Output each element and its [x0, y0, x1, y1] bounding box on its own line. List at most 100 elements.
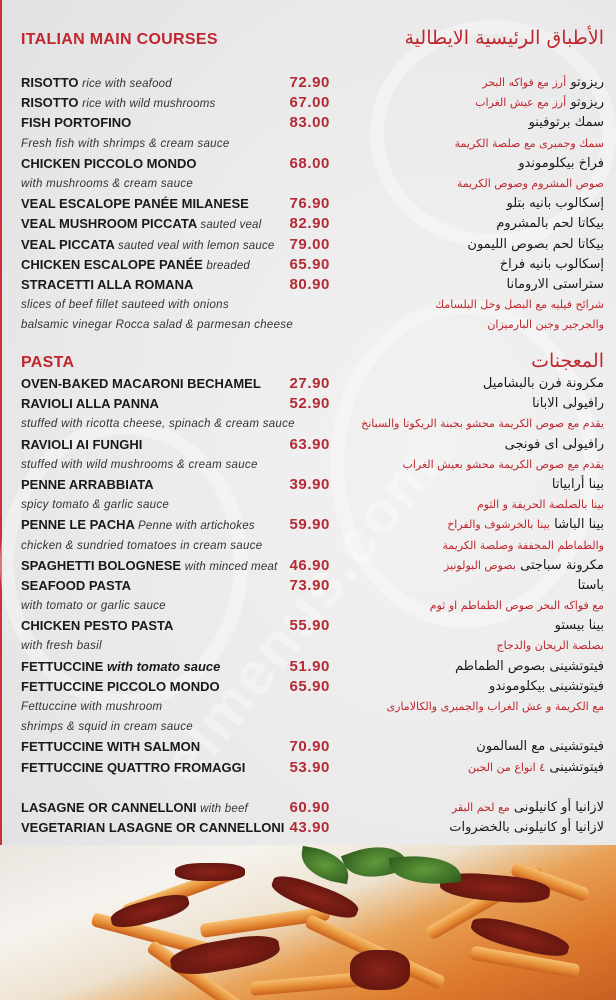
item-name-text: CHICKEN PICCOLO MONDO — [21, 155, 197, 171]
item-description: rice with wild mushrooms — [82, 98, 216, 111]
section-title-main-courses: ITALIAN MAIN COURSES — [21, 31, 218, 48]
item-name-ar: بيكاتا لحم بصوص الليمون — [467, 235, 604, 255]
item-name: PENNE ARRABBIATA — [21, 475, 154, 495]
menu-item: VEAL ESCALOPE PANÉE MILANESE 76.90 إسكالوب… — [0, 194, 616, 214]
menu-item-note: with mushrooms & cream sauce صوص المشروم … — [0, 174, 616, 194]
item-name-ar-text: فيتوتشينى — [549, 759, 604, 775]
menu-item: RISOTTO rice with seafood 72.90 ريزوتو أرز… — [0, 73, 616, 93]
menu-item: RAVIOLI ALLA PANNA 52.90 رافيولى الابانا — [0, 394, 616, 414]
menu-item: LASAGNE OR CANNELLONI with beef 60.90 لازا… — [0, 798, 616, 818]
item-name-ar-text: مكرونة سباجتى — [520, 557, 604, 573]
item-name-ar-text: بينا أرابياتا — [551, 476, 604, 492]
item-description-ar: ٤ انواع من الجبن — [467, 760, 546, 774]
menu-item: RISOTTO rice with wild mushrooms 67.00 ريز… — [0, 93, 616, 113]
menu-item: FETTUCCINE WITH SALMON 70.90 فيتوتشينى مع … — [0, 737, 616, 757]
menu-item: CHICKEN PICCOLO MONDO 68.00 فراخ بيكلوموند… — [0, 154, 616, 174]
item-price: 70.90 — [289, 738, 330, 756]
item-name-ar: مكرونة سباجتى بصوص البولونيز — [444, 556, 604, 576]
item-price: 55.90 — [289, 617, 330, 635]
item-name: PENNE LE PACHA Penne with artichokes — [21, 515, 255, 536]
item-name-ar-text: فيتوتشينى مع السالمون — [476, 739, 604, 755]
item-name-ar-text: سمك برتوفينو — [528, 115, 604, 131]
item-description-ar: أرز مع فواكه البحر — [482, 76, 567, 89]
item-price: 72.90 — [289, 74, 330, 91]
item-name-ar-text: لازانيا أو كانيلونى بالخضروات — [449, 820, 604, 836]
item-name-ar: فيتوتشينى بيكلوموندو — [489, 677, 604, 697]
item-name-ar: رافيولى اى فونجى — [505, 435, 604, 455]
item-name-ar: إسكالوب بانيه بتلو — [507, 194, 604, 214]
item-note-ar: شرائح فيليه مع البصل وخل البلسامك — [435, 298, 604, 312]
item-name: FETTUCCINE PICCOLO MONDO — [21, 677, 220, 697]
item-description: rice with seafood — [82, 78, 172, 90]
item-name-ar-text: إسكالوب بانيه بتلو — [506, 196, 604, 212]
item-description: with beef — [200, 802, 248, 815]
item-note-ar: سمك وجمبرى مع صلصة الكريمة — [454, 136, 604, 150]
item-name-text: STRACETTI ALLA ROMANA — [21, 276, 194, 292]
menu-item: VEGETARIAN LASAGNE OR CANNELLONI 43.90 لاز… — [0, 818, 616, 838]
item-name-ar: بينا بيستو — [555, 616, 604, 636]
menu-item: SPAGHETTI BOLOGNESE with minced meat 46.9… — [0, 556, 616, 576]
item-name-text: RISOTTO — [21, 95, 79, 111]
menu-item-note: shrimps & squid in cream sauce — [0, 717, 616, 737]
item-name: RAVIOLI AI FUNGHI — [21, 435, 142, 455]
item-note: stuffed with wild mushrooms & cream sauc… — [21, 458, 258, 471]
item-name-text: PENNE LE PACHA — [21, 517, 135, 533]
item-name: STRACETTI ALLA ROMANA — [21, 275, 193, 295]
item-name-ar-text: ريزوتو — [570, 95, 604, 111]
item-note-ar: والجرجير وجبن البارميزان — [487, 318, 604, 332]
item-name: VEAL PICCATA sauted veal with lemon sauc… — [21, 235, 275, 256]
section-title-pasta: PASTA — [21, 354, 75, 371]
item-name-text: FISH PORTOFINO — [21, 115, 132, 131]
item-price: 65.90 — [289, 677, 330, 695]
menu-item: VEAL MUSHROOM PICCATA sauted veal 82.90 بي… — [0, 214, 616, 234]
item-name-ar: بينا أرابياتا — [552, 475, 604, 495]
menu-item-note: slices of beef fillet sauteed with onion… — [0, 295, 616, 315]
item-description: Penne with artichokes — [138, 520, 255, 533]
menu-item: CHICKEN PESTO PASTA 55.90 بينا بيستو — [0, 616, 616, 636]
item-description-ar: أرز مع عيش الغراب — [475, 96, 567, 110]
item-name-text: FETTUCCINE — [21, 658, 104, 674]
item-name-ar-text: مكرونة فرن بالبشاميل — [482, 376, 604, 391]
item-name-ar: ستراستى الارومانا — [507, 275, 604, 295]
left-red-border — [0, 0, 2, 845]
section-title-pasta-ar: المعجنات — [531, 350, 604, 372]
item-name: LASAGNE OR CANNELLONI with beef — [21, 798, 248, 819]
menu-item-note: spicy tomato & garlic sauce بينا بالصلصة … — [0, 495, 616, 515]
menu-item: RAVIOLI AI FUNGHI 63.90 رافيولى اى فونجى — [0, 435, 616, 455]
item-price: 60.90 — [289, 798, 330, 816]
item-name: VEAL MUSHROOM PICCATA sauted veal — [21, 214, 261, 235]
item-note-ar: مع الكريمة و عش الغراب والجمبرى والكالام… — [386, 700, 604, 713]
menu-item-note: with tomato or garlic sauce مع فواكه البح… — [0, 596, 616, 616]
main-courses-list: RISOTTO rice with seafood 72.90 ريزوتو أرز… — [0, 73, 616, 335]
item-price: 53.90 — [289, 758, 330, 776]
item-note-ar: بينا بالصلصة الحريفة و الثوم — [476, 498, 604, 512]
menu-item: PENNE ARRABBIATA 39.90 بينا أرابياتا — [0, 475, 616, 495]
item-price: 82.90 — [289, 215, 330, 233]
item-name: VEAL ESCALOPE PANÉE MILANESE — [21, 194, 249, 214]
item-name-ar-text: ريزوتو — [570, 75, 604, 90]
item-price: 83.00 — [289, 114, 330, 132]
item-name-text: CHICKEN ESCALOPE PANÉE — [21, 256, 203, 272]
item-note: with mushrooms & cream sauce — [21, 177, 194, 190]
item-name: VEGETARIAN LASAGNE OR CANNELLONI — [21, 818, 284, 838]
item-price: 73.90 — [289, 576, 330, 594]
item-name-ar-text: بينا بيستو — [554, 618, 604, 634]
item-name: CHICKEN PESTO PASTA — [21, 616, 173, 636]
item-name: OVEN-BAKED MACARONI BECHAMEL — [21, 374, 261, 394]
item-name-ar: ريزوتو أرز مع فواكه البحر — [482, 73, 604, 93]
item-price: 65.90 — [289, 255, 330, 273]
item-name-text: VEGETARIAN LASAGNE OR CANNELLONI — [21, 820, 285, 836]
menu-item-note: with fresh basil بصلصة الريحان والدجاج — [0, 636, 616, 656]
item-description: with minced meat — [184, 560, 278, 573]
item-name-ar: فيتوتشينى ٤ انواع من الجبن — [468, 758, 604, 778]
item-name: RISOTTO rice with wild mushrooms — [21, 93, 215, 114]
item-name-ar-text: لازانيا أو كانيلونى — [513, 799, 604, 815]
item-name-ar-text: فيتوتشينى بيكلوموندو — [489, 678, 604, 694]
item-name-text: VEAL PICCATA — [21, 236, 115, 252]
item-note: shrimps & squid in cream sauce — [21, 721, 193, 734]
item-note: balsamic vinegar Rocca salad & parmesan … — [21, 319, 294, 332]
item-description-ar: مع لحم البقر — [451, 800, 510, 814]
item-name-ar-text: إسكالوب بانيه فراخ — [499, 256, 604, 272]
menu-item-note: chicken & sundried tomatoes in cream sau… — [0, 536, 616, 556]
pasta-list: OVEN-BAKED MACARONI BECHAMEL 27.90 مكرونة … — [0, 374, 616, 838]
